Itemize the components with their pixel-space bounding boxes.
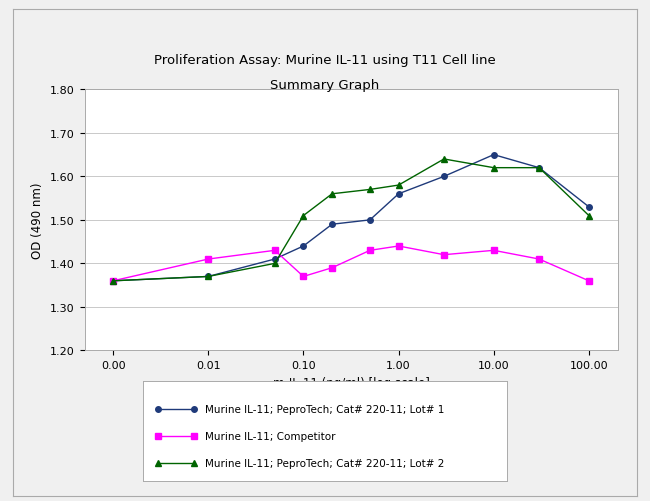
Murine IL-11; PeproTech; Cat# 220-11; Lot# 1 (490, 152, 498, 158)
Murine IL-11; PeproTech; Cat# 220-11; Lot# 2 (328, 191, 336, 197)
Murine IL-11; PeproTech; Cat# 220-11; Lot# 1 (328, 222, 336, 228)
Murine IL-11; Competitor (300, 274, 307, 280)
Y-axis label: OD (490 nm): OD (490 nm) (31, 182, 44, 259)
Text: Murine IL-11; PeproTech; Cat# 220-11; Lot# 2: Murine IL-11; PeproTech; Cat# 220-11; Lo… (205, 458, 444, 468)
Murine IL-11; Competitor (271, 248, 279, 254)
Murine IL-11; PeproTech; Cat# 220-11; Lot# 1 (271, 257, 279, 263)
Text: Summary Graph: Summary Graph (270, 79, 380, 92)
Murine IL-11; PeproTech; Cat# 220-11; Lot# 2 (109, 278, 117, 284)
Text: Murine IL-11; Competitor: Murine IL-11; Competitor (205, 431, 335, 441)
Murine IL-11; Competitor (328, 265, 336, 271)
Line: Murine IL-11; Competitor: Murine IL-11; Competitor (111, 243, 592, 284)
Line: Murine IL-11; PeproTech; Cat# 220-11; Lot# 2: Murine IL-11; PeproTech; Cat# 220-11; Lo… (110, 156, 592, 285)
Murine IL-11; PeproTech; Cat# 220-11; Lot# 1 (204, 274, 212, 280)
Murine IL-11; PeproTech; Cat# 220-11; Lot# 2 (535, 165, 543, 171)
X-axis label: m-IL-11 (ng/ml) [log scale]: m-IL-11 (ng/ml) [log scale] (272, 376, 430, 389)
Murine IL-11; PeproTech; Cat# 220-11; Lot# 2 (366, 187, 374, 193)
Murine IL-11; PeproTech; Cat# 220-11; Lot# 1 (395, 191, 402, 197)
Murine IL-11; PeproTech; Cat# 220-11; Lot# 1 (440, 174, 448, 180)
Murine IL-11; Competitor (585, 278, 593, 284)
Text: Proliferation Assay: Murine IL-11 using T11 Cell line: Proliferation Assay: Murine IL-11 using … (154, 54, 496, 67)
Murine IL-11; PeproTech; Cat# 220-11; Lot# 1 (535, 165, 543, 171)
Murine IL-11; Competitor (490, 248, 498, 254)
Line: Murine IL-11; PeproTech; Cat# 220-11; Lot# 1: Murine IL-11; PeproTech; Cat# 220-11; Lo… (111, 152, 592, 284)
Text: Murine IL-11; PeproTech; Cat# 220-11; Lot# 1: Murine IL-11; PeproTech; Cat# 220-11; Lo… (205, 404, 444, 414)
Murine IL-11; PeproTech; Cat# 220-11; Lot# 2 (490, 165, 498, 171)
Murine IL-11; PeproTech; Cat# 220-11; Lot# 2 (300, 213, 307, 219)
Murine IL-11; PeproTech; Cat# 220-11; Lot# 1 (585, 204, 593, 210)
Murine IL-11; Competitor (366, 248, 374, 254)
Murine IL-11; PeproTech; Cat# 220-11; Lot# 2 (440, 157, 448, 163)
Murine IL-11; Competitor (109, 278, 117, 284)
Murine IL-11; PeproTech; Cat# 220-11; Lot# 2 (271, 261, 279, 267)
Murine IL-11; PeproTech; Cat# 220-11; Lot# 2 (585, 213, 593, 219)
Murine IL-11; PeproTech; Cat# 220-11; Lot# 2 (395, 183, 402, 189)
Murine IL-11; Competitor (204, 257, 212, 263)
Murine IL-11; PeproTech; Cat# 220-11; Lot# 2 (204, 274, 212, 280)
Murine IL-11; Competitor (440, 252, 448, 258)
Murine IL-11; Competitor (395, 243, 402, 249)
Murine IL-11; Competitor (535, 257, 543, 263)
Murine IL-11; PeproTech; Cat# 220-11; Lot# 1 (109, 278, 117, 284)
Murine IL-11; PeproTech; Cat# 220-11; Lot# 1 (300, 243, 307, 249)
Murine IL-11; PeproTech; Cat# 220-11; Lot# 1 (366, 217, 374, 223)
